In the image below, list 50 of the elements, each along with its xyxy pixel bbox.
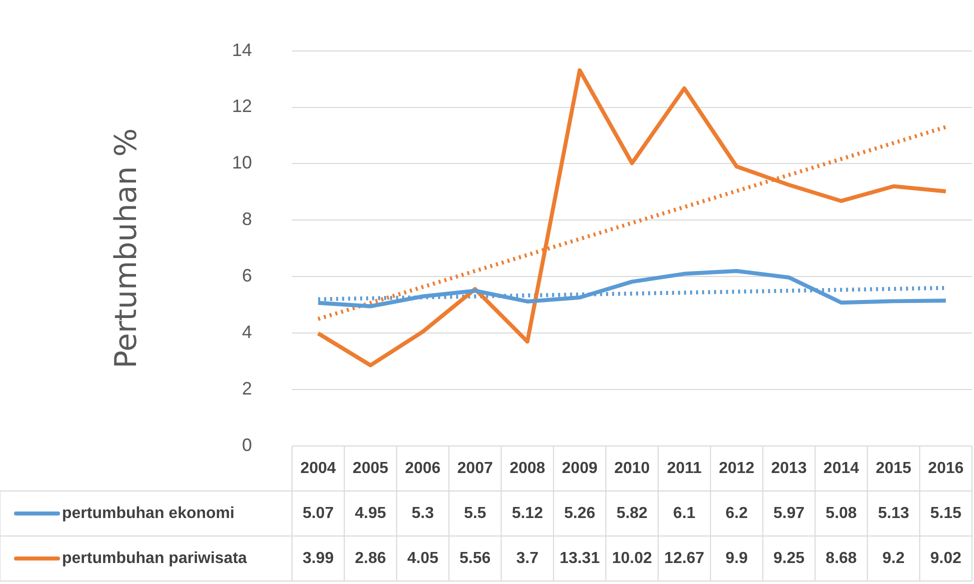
data-label: 5.56 [460, 550, 491, 567]
y-tick-label: 4 [242, 322, 252, 342]
data-label: 6.2 [725, 504, 748, 522]
x-tick-label: 2006 [404, 460, 441, 477]
data-label: 3.99 [302, 550, 334, 567]
y-tick-label: 0 [242, 434, 252, 455]
y-tick-label: 12 [232, 96, 252, 116]
y-tick-label: 8 [242, 209, 252, 230]
data-label: 5.26 [564, 504, 596, 522]
x-tick-label: 2014 [823, 460, 860, 477]
data-label: 9.2 [882, 550, 905, 567]
data-label: 10.02 [612, 550, 652, 567]
x-tick-label: 2016 [928, 460, 964, 477]
x-tick-label: 2011 [666, 460, 702, 477]
data-label: 2.86 [354, 550, 386, 567]
data-label: 13.31 [560, 550, 600, 567]
x-tick-label: 2007 [457, 460, 493, 477]
data-label: 5.82 [616, 504, 648, 522]
data-label: 5.13 [878, 504, 910, 522]
data-label: 5.07 [302, 504, 334, 522]
data-label: 9.9 [725, 550, 748, 567]
y-tick-label: 14 [232, 40, 252, 60]
data-label: 5.12 [512, 504, 544, 522]
y-tick-label: 10 [232, 152, 252, 173]
data-label: 5.08 [826, 504, 857, 522]
data-label: 5.15 [930, 504, 962, 522]
legend-label: pertumbuhan pariwisata [62, 550, 248, 567]
x-tick-label: 2010 [614, 460, 650, 477]
x-tick-label: 2008 [510, 460, 546, 477]
x-tick-label: 2015 [876, 460, 912, 477]
data-label: 9.02 [930, 550, 962, 567]
x-tick-label: 2004 [300, 460, 336, 477]
y-tick-label: 2 [242, 378, 252, 399]
x-tick-label: 2013 [771, 460, 807, 477]
x-tick-label: 2005 [352, 460, 388, 477]
data-label: 5.97 [773, 504, 805, 522]
x-tick-label: 2009 [562, 460, 598, 477]
data-label: 12.67 [664, 550, 704, 567]
data-label: 8.68 [826, 550, 857, 567]
data-label: 3.7 [516, 550, 539, 567]
data-label: 5.3 [412, 504, 434, 522]
data-label: 5.5 [464, 504, 486, 522]
y-axis-title: Pertumbuhan % [108, 128, 144, 369]
data-label: 9.25 [773, 550, 805, 567]
x-tick-label: 2012 [718, 460, 755, 477]
y-tick-label: 6 [242, 266, 252, 286]
legend-label: pertumbuhan ekonomi [62, 504, 234, 522]
data-label: 4.05 [407, 550, 438, 567]
data-label: 4.95 [354, 504, 386, 522]
data-label: 6.1 [673, 504, 696, 522]
